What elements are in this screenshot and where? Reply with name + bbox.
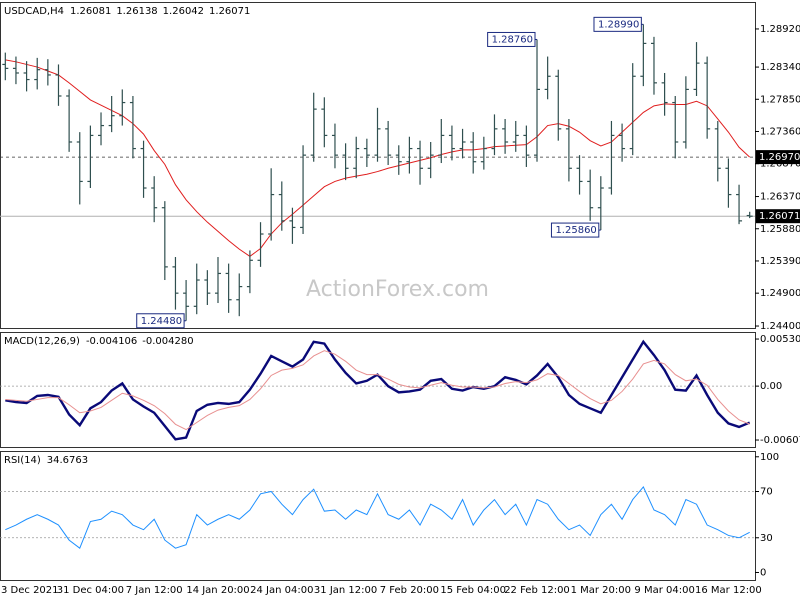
y-tick-label: 70	[760, 486, 773, 497]
y-tick-label: 0.00	[760, 381, 782, 392]
panel-frame	[0, 332, 756, 448]
y-tick-label: 1.25390	[760, 256, 800, 267]
level-label: 1.26970	[759, 152, 800, 163]
x-tick-label: 24 Jan 04:00	[250, 585, 313, 596]
x-tick-label: 16 Mar 12:00	[695, 585, 762, 596]
price-label: 1.26071	[759, 211, 800, 222]
y-tick-label: 1.28920	[760, 24, 800, 35]
x-tick-label: 31 Jan 12:00	[314, 585, 377, 596]
x-tick-label: 7 Feb 20:00	[380, 585, 439, 596]
panel-title: USDCAD,H4	[4, 6, 64, 17]
y-tick-label: 1.26870	[760, 159, 800, 170]
y-tick-label: 0	[760, 567, 766, 578]
y-tick-label: 0.005307	[760, 334, 800, 345]
indicator-line	[5, 350, 750, 431]
x-tick-label: 23 Dec 2021	[0, 585, 59, 596]
x-tick-label: 14 Jan 20:00	[186, 585, 249, 596]
readout-value: 1.26042	[163, 6, 204, 17]
readout-value: -0.004106	[86, 336, 137, 347]
y-tick-label: 1.24400	[760, 321, 800, 332]
x-tick-label: 7 Jan 12:00	[126, 585, 183, 596]
moving-average	[5, 59, 751, 257]
readout-value: 1.26138	[116, 6, 157, 17]
readout-value: 1.26081	[70, 6, 111, 17]
y-tick-label: 1.26370	[760, 192, 800, 203]
readout-value: -0.004280	[142, 336, 193, 347]
panel-frame	[0, 2, 756, 329]
panel-frame	[0, 451, 756, 581]
y-tick-label: 1.27360	[760, 126, 800, 137]
readout-value: 1.26071	[209, 6, 250, 17]
watermark: ActionForex.com	[306, 277, 489, 302]
y-tick-label: 1.27850	[760, 94, 800, 105]
panel-title: MACD(12,26,9)	[4, 336, 80, 347]
annotation-label: 1.25860	[555, 225, 596, 236]
y-tick-label: 30	[760, 533, 773, 544]
y-tick-label: 1.24900	[760, 288, 800, 299]
annotation-label: 1.24480	[141, 316, 182, 327]
panel-title: RSI(14)	[4, 455, 41, 466]
y-tick-label: -0.006074	[760, 435, 800, 446]
x-tick-label: 1 Mar 20:00	[571, 585, 631, 596]
y-tick-label: 100	[760, 452, 779, 463]
x-tick-label: 31 Dec 04:00	[57, 585, 124, 596]
x-tick-label: 15 Feb 04:00	[440, 585, 506, 596]
annotation-label: 1.28990	[598, 19, 639, 30]
y-tick-label: 1.25880	[760, 224, 800, 235]
x-tick-label: 22 Feb 12:00	[504, 585, 570, 596]
x-tick-label: 9 Mar 04:00	[634, 585, 694, 596]
level-label-box	[756, 150, 800, 165]
readout-value: 34.6763	[47, 455, 88, 466]
indicator-line	[5, 485, 750, 549]
price-label-box	[756, 209, 800, 224]
annotation-label: 1.28760	[492, 34, 533, 45]
y-tick-label: 1.28340	[760, 62, 800, 73]
